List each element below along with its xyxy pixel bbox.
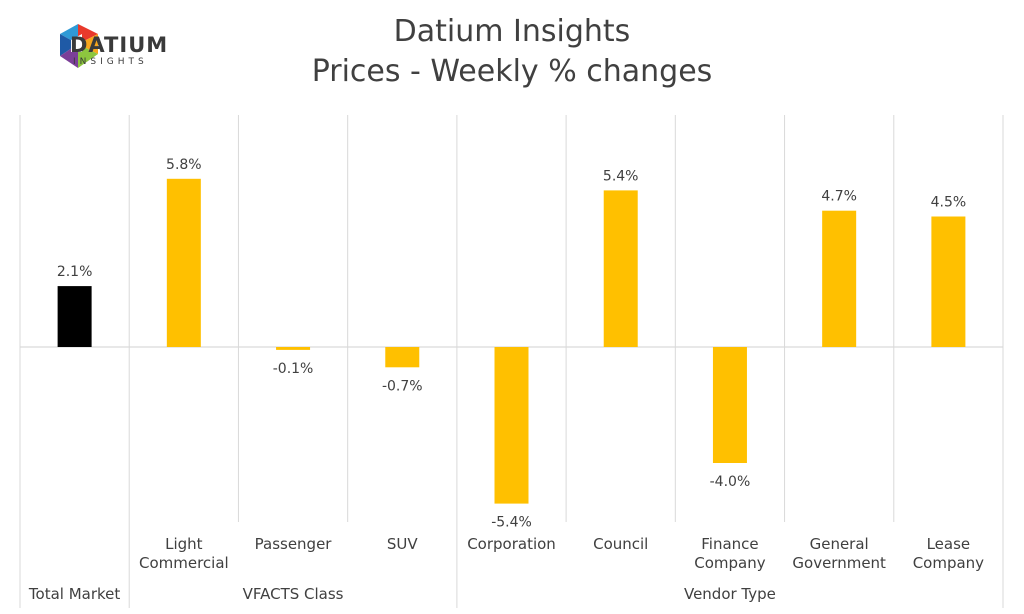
data-label: -0.7% [382,378,423,394]
data-label: 2.1% [57,264,93,280]
category-label: Council [593,535,648,553]
bar [494,347,529,504]
bar [57,286,92,347]
bar [385,347,420,368]
category-label: Total Market [28,585,120,603]
category-label: SUV [387,535,419,553]
data-label: -0.1% [273,361,314,377]
category-label: Company [694,554,765,572]
category-label: Passenger [255,535,333,553]
logo-facet-orange [78,34,98,54]
logo-facet-red [78,24,98,44]
datium-logo-icon [60,24,98,68]
logo-wordmark: DATIUM [70,33,169,57]
category-label: Government [792,554,886,572]
group-label: Vendor Type [684,585,776,603]
chart-subtitle: Prices - Weekly % changes [311,54,713,89]
category-label: Lease [927,535,971,553]
data-label: -5.4% [491,515,532,531]
chart-title: Datium Insights [393,14,631,49]
data-label: 5.4% [603,168,639,184]
category-label: Corporation [467,535,556,553]
category-label: General [810,535,869,553]
category-label: Finance [701,535,758,553]
logo-tagline: INSIGHTS [73,57,148,67]
data-label: 4.5% [931,195,967,211]
bar [822,210,857,347]
data-label: 5.8% [166,157,202,173]
category-label: Company [913,554,984,572]
bar [931,216,966,347]
data-label: -4.0% [710,474,751,490]
category-label: Commercial [139,554,229,572]
bar [712,347,747,463]
category-label: Light [165,535,203,553]
group-label: VFACTS Class [243,585,344,603]
data-label: 4.7% [821,189,857,205]
logo-facet-center [71,34,82,52]
logo-facet-green [78,44,98,68]
bar [276,347,311,350]
bar [166,178,201,347]
logo-facet-blue [60,34,78,56]
bar [603,190,638,347]
